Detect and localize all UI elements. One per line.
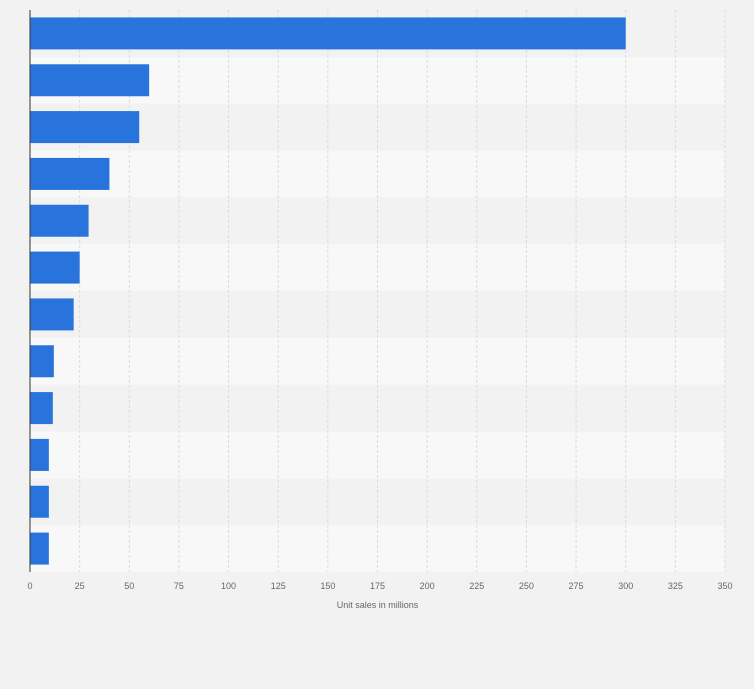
bar <box>30 485 49 518</box>
x-tick-label: 300 <box>618 581 633 591</box>
bar <box>30 204 89 237</box>
bar <box>30 438 49 471</box>
x-tick-label: 250 <box>519 581 534 591</box>
bar <box>30 345 54 378</box>
x-tick-label: 325 <box>668 581 683 591</box>
x-axis-title: Unit sales in millions <box>337 600 419 610</box>
bars <box>30 17 626 565</box>
row-band <box>30 150 725 198</box>
x-tick-label: 150 <box>320 581 335 591</box>
x-tick-label: 25 <box>75 581 85 591</box>
x-tick-label: 50 <box>124 581 134 591</box>
x-tick-label: 275 <box>569 581 584 591</box>
bar <box>30 251 80 284</box>
bar <box>30 111 140 144</box>
bar <box>30 532 49 565</box>
gridlines <box>79 10 726 572</box>
x-tick-label: 225 <box>469 581 484 591</box>
bar <box>30 157 110 190</box>
x-tick-label: 0 <box>27 581 32 591</box>
x-tick-label: 100 <box>221 581 236 591</box>
x-tick-label: 125 <box>271 581 286 591</box>
bar <box>30 64 150 97</box>
x-tick-label: 350 <box>717 581 732 591</box>
bar <box>30 392 53 425</box>
x-tick-label: 200 <box>420 581 435 591</box>
x-tick-labels: 0 25 50 75 100 125 150 175 200 225 250 275 300 325 350 <box>27 581 732 591</box>
x-tick-label: 75 <box>174 581 184 591</box>
x-tick-label: 175 <box>370 581 385 591</box>
bar <box>30 17 626 50</box>
bar <box>30 298 74 331</box>
